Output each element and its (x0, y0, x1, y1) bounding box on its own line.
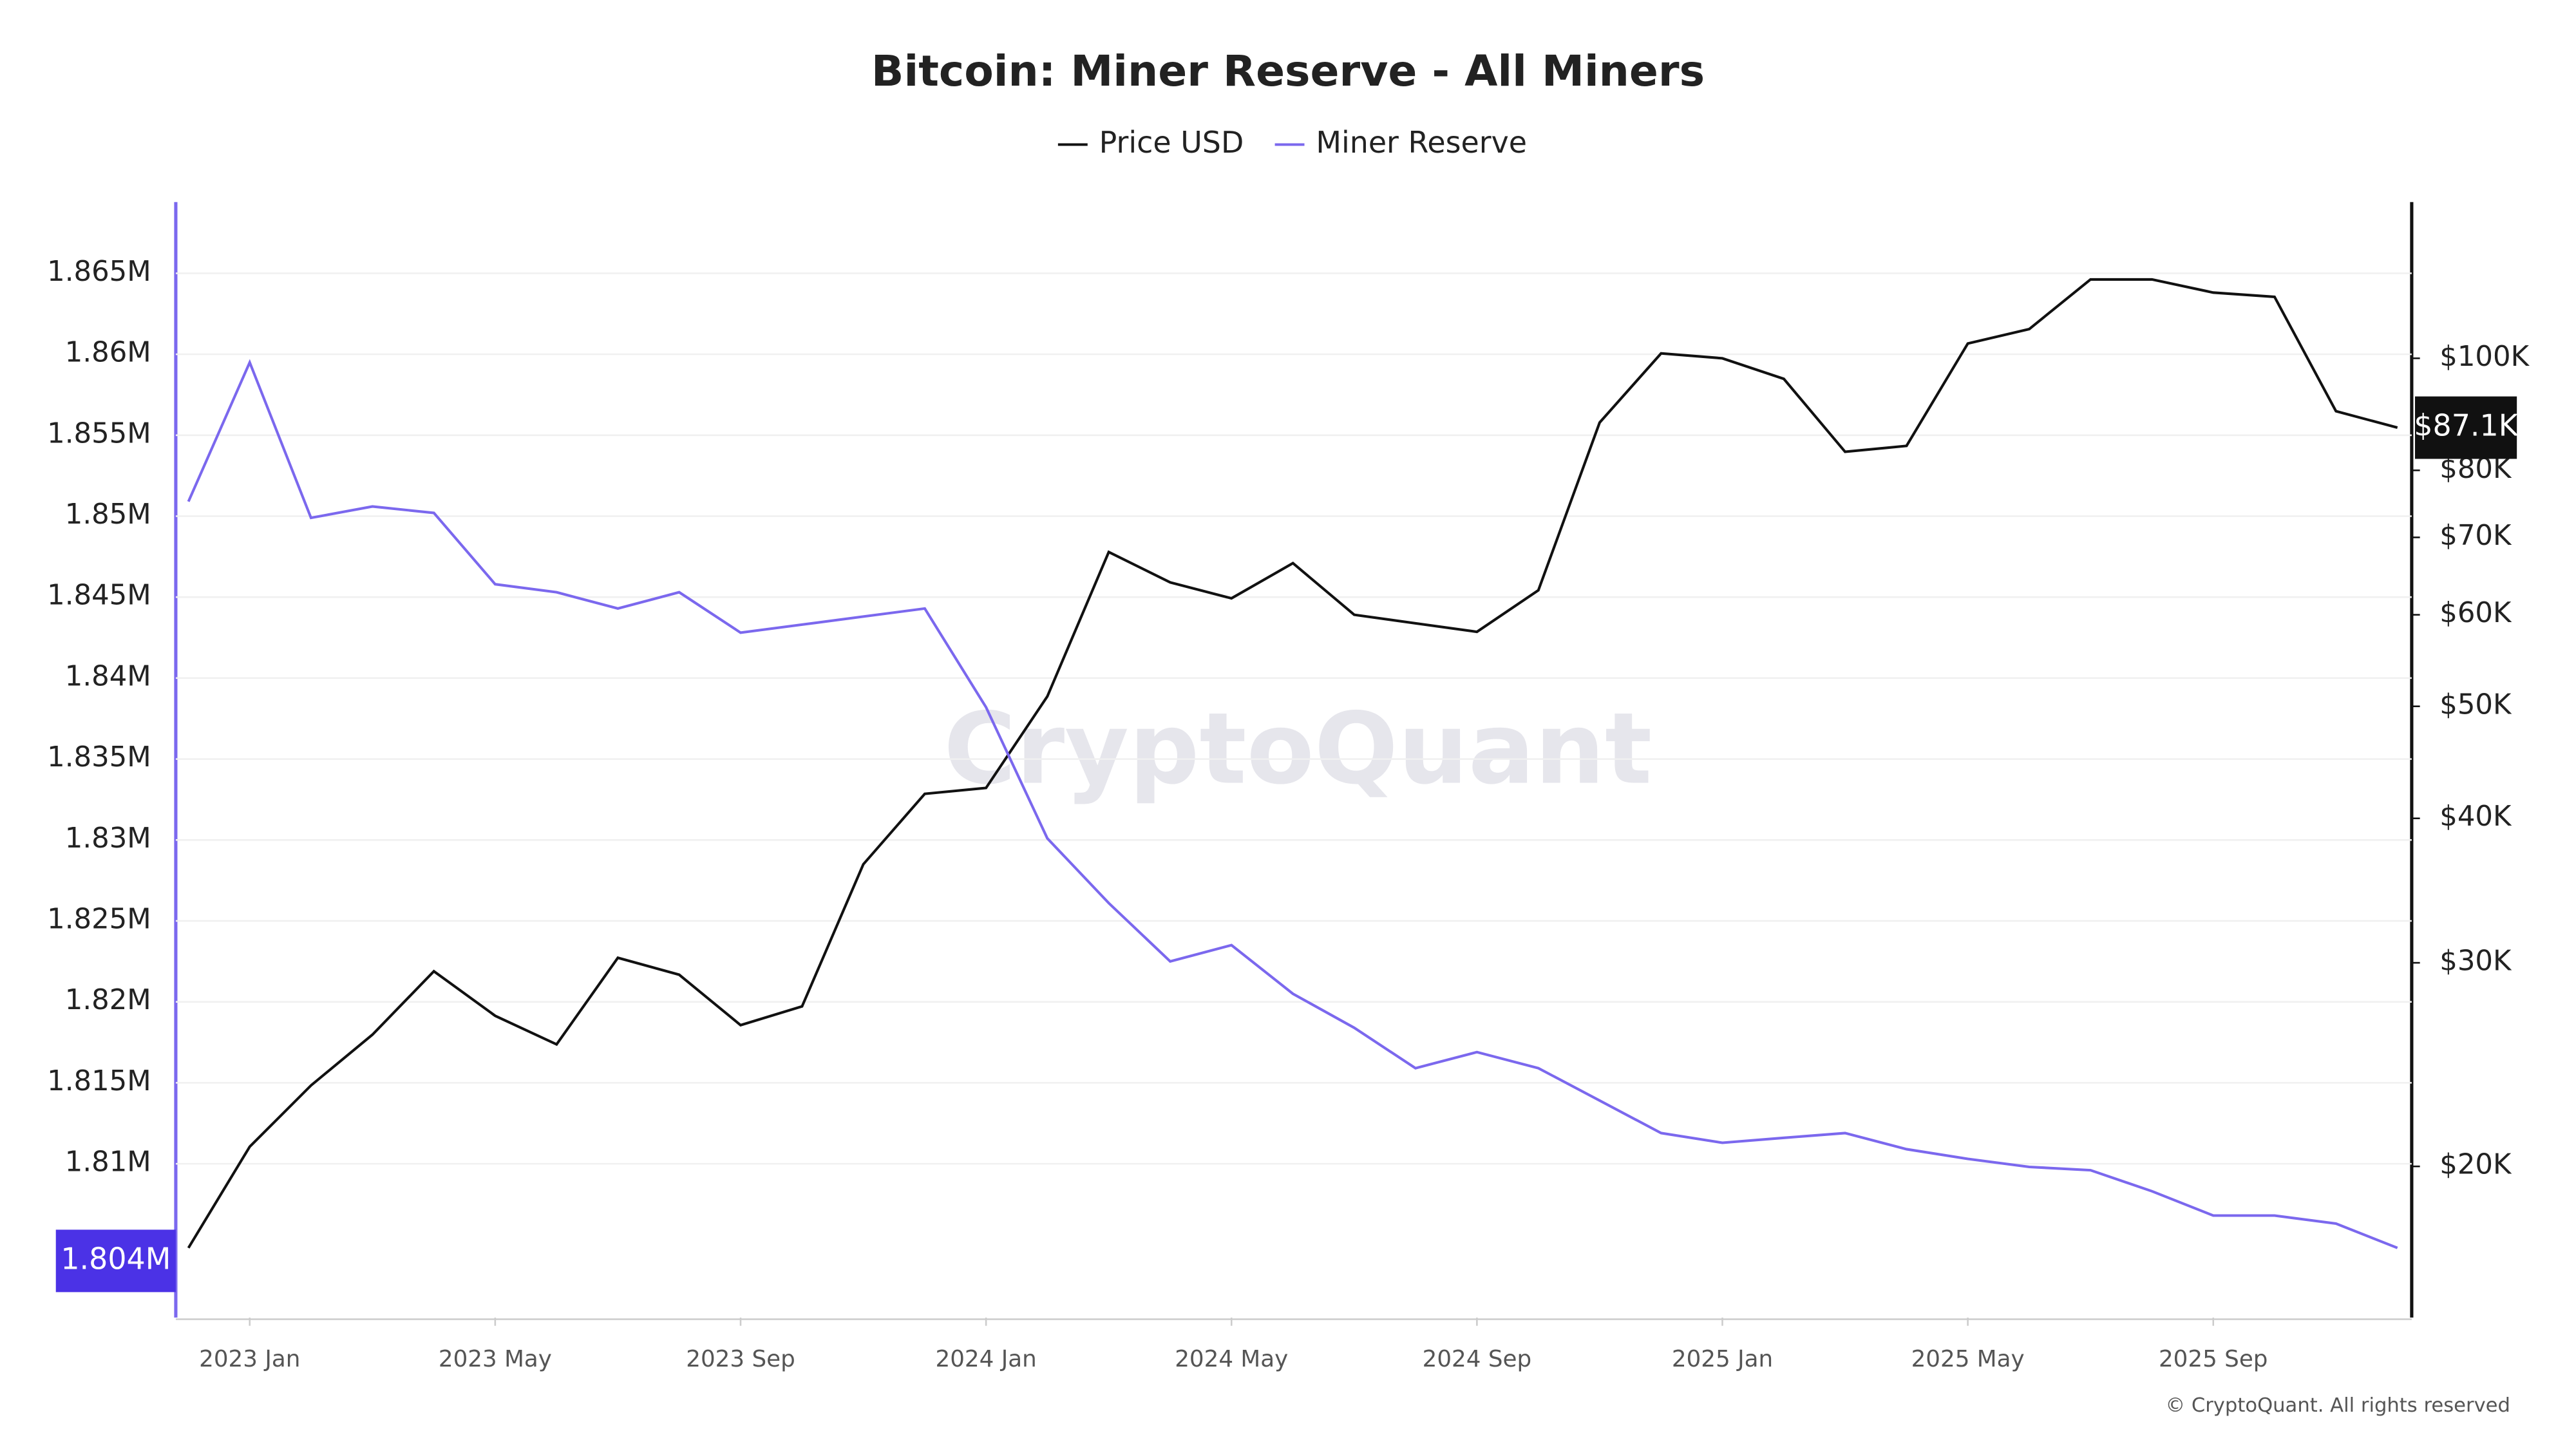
y-tick-label: 1.855M (47, 417, 151, 450)
y-tick-label: 1.85M (65, 498, 151, 531)
y-tick-label: 1.83M (65, 822, 151, 855)
annotation-box (55, 1229, 176, 1293)
y-tick-label: 1.845M (47, 580, 151, 612)
y2-tick-label: $100K (2439, 341, 2530, 373)
x-tick-label: 2023 Sep (686, 1346, 795, 1372)
x-tick-label: 2025 Jan (1672, 1346, 1773, 1372)
y-tick-label: 1.865M (47, 256, 151, 288)
y2-tick-label: $40K (2439, 800, 2512, 833)
x-tick-label: 2025 May (1911, 1346, 2025, 1372)
legend-label: Price USD (1099, 125, 1244, 160)
x-tick-label: 2025 Sep (2159, 1346, 2268, 1372)
chart-title: Bitcoin: Miner Reserve - All Miners (871, 46, 1705, 96)
x-tick-label: 2024 Sep (1423, 1346, 1532, 1372)
y2-tick-label: $70K (2439, 520, 2512, 552)
x-tick-label: 2024 Jan (935, 1346, 1036, 1372)
legend-label: Miner Reserve (1316, 125, 1527, 160)
watermark: CryptoQuant (943, 692, 1652, 806)
y-tick-label: 1.84M (65, 660, 151, 692)
x-tick-label: 2024 May (1175, 1346, 1288, 1372)
y2-tick-label: $50K (2439, 688, 2512, 721)
y-tick-label: 1.835M (47, 741, 151, 773)
y-tick-label: 1.86M (65, 337, 151, 369)
series-line (187, 278, 2398, 1249)
y2-tick-label: $20K (2439, 1149, 2512, 1181)
x-tick-label: 2023 Jan (199, 1346, 300, 1372)
y-tick-label: 1.825M (47, 903, 151, 935)
annotation-box (2415, 396, 2517, 459)
y-tick-label: 1.82M (65, 984, 151, 1016)
y2-tick-label: $30K (2439, 945, 2512, 978)
x-tick-label: 2023 May (439, 1346, 552, 1372)
series-line (187, 359, 2398, 1249)
annotation-label: 1.804M (61, 1241, 171, 1276)
copyright: © CryptoQuant. All rights reserved (2166, 1394, 2510, 1417)
annotation-label: $87.1K (2414, 408, 2519, 443)
y-tick-label: 1.815M (47, 1065, 151, 1097)
y2-tick-label: $60K (2439, 597, 2512, 629)
y-tick-label: 1.81M (65, 1146, 151, 1179)
